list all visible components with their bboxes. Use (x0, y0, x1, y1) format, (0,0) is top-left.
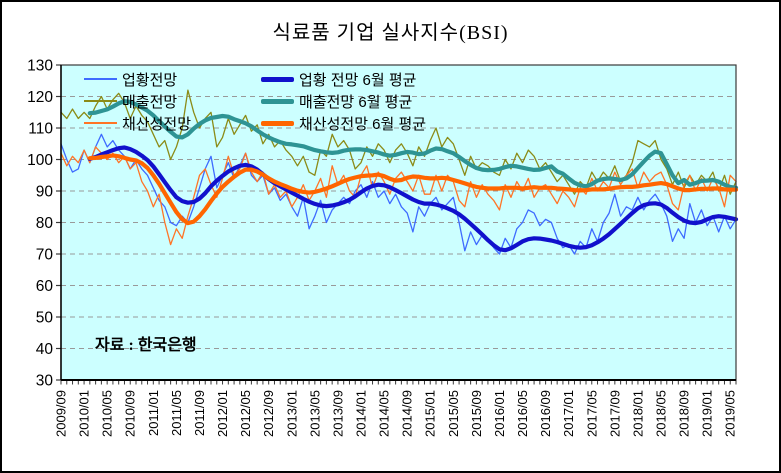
outlook-line-swatch (84, 78, 117, 80)
y-tick-label: 80 (36, 215, 54, 232)
x-tick-label: 2013/09 (330, 390, 345, 437)
x-tick-label: 2017/09 (607, 390, 622, 437)
x-tick-label: 2016/09 (538, 390, 553, 437)
legend-item-outlook: 업황전망 (84, 68, 177, 90)
x-tick-label: 2010/05 (100, 390, 115, 437)
profitability-line-swatch (84, 122, 117, 124)
chart-title: 식료품 기업 실사지수(BSI) (272, 22, 509, 44)
sales-line-swatch (84, 100, 117, 102)
x-tick-label: 2013/05 (307, 390, 322, 437)
x-tick-label: 2009/09 (54, 390, 69, 437)
x-tick-label: 2018/01 (630, 390, 645, 437)
legend-label: 매출전망 6월 평균 (299, 93, 413, 111)
x-tick-label: 2015/01 (423, 390, 438, 437)
y-tick-label: 90 (36, 184, 54, 201)
source-note: 자료 : 한국은행 (95, 337, 197, 354)
y-tick-label: 70 (36, 247, 54, 264)
x-tick-label: 2011/09 (192, 390, 207, 436)
legend-label: 채산성전망 (122, 115, 192, 133)
y-tick-label: 60 (36, 278, 54, 295)
x-tick-label: 2014/05 (377, 390, 392, 437)
x-tick-label: 2016/01 (492, 390, 507, 437)
legend-item-profitability: 채산성전망 (84, 112, 191, 134)
x-tick-label: 2019/01 (700, 390, 715, 437)
x-tick-label: 2019/05 (723, 390, 738, 437)
x-tick-label: 2014/09 (400, 390, 415, 437)
x-tick-label: 2011/01 (146, 390, 161, 436)
y-tick-label: 40 (36, 341, 54, 358)
y-tick-label: 130 (27, 58, 53, 75)
x-tick-label: 2018/09 (677, 390, 692, 437)
legend-item-sales-6mo-avg: 매출전망 6월 평균 (261, 90, 412, 112)
x-tick-label: 2015/09 (469, 390, 484, 437)
series-매출전망 6월 평균 (87, 99, 739, 190)
legend-label: 업황전망 (122, 71, 178, 89)
series-채산성전망 6월 평균 (87, 153, 739, 226)
x-tick-label: 2016/05 (515, 390, 530, 437)
y-tick-label: 100 (27, 152, 53, 169)
x-tick-label: 2010/09 (123, 390, 138, 437)
x-tick-label: 2017/05 (584, 390, 599, 437)
y-tick-label: 30 (36, 373, 54, 390)
legend-item-outlook-6mo-avg: 업황 전망 6월 평균 (261, 68, 416, 90)
x-tick-label: 2015/05 (446, 390, 461, 437)
x-tick-label: 2014/01 (354, 390, 369, 437)
y-tick-label: 110 (28, 121, 53, 138)
series-업황전망 (60, 133, 737, 255)
x-tick-label: 2017/01 (561, 390, 576, 437)
x-tick-label: 2010/01 (77, 390, 92, 437)
x-tick-label: 2012/05 (238, 390, 253, 437)
x-tick-label: 2011/05 (169, 390, 184, 436)
x-tick-label: 2012/09 (261, 390, 276, 437)
x-tick-label: 2012/01 (215, 390, 230, 437)
legend-item-sales: 매출전망 (84, 90, 177, 112)
legend-item-profitability-6mo-avg: 채산성전망 6월 평균 (261, 112, 426, 134)
x-tick-label: 2018/05 (654, 390, 669, 437)
legend-label: 업황 전망 6월 평균 (299, 71, 417, 89)
sales-avg-line-swatch (261, 98, 294, 104)
series-업황 전망 6월 평균 (87, 145, 739, 253)
profitability-avg-line-swatch (261, 120, 294, 126)
y-tick-label: 50 (36, 310, 54, 327)
legend-label: 채산성전망 6월 평균 (299, 115, 427, 133)
y-tick-label: 120 (27, 89, 53, 106)
outlook-avg-line-swatch (261, 76, 294, 82)
legend-label: 매출전망 (122, 93, 178, 111)
x-tick-label: 2013/01 (284, 390, 299, 437)
